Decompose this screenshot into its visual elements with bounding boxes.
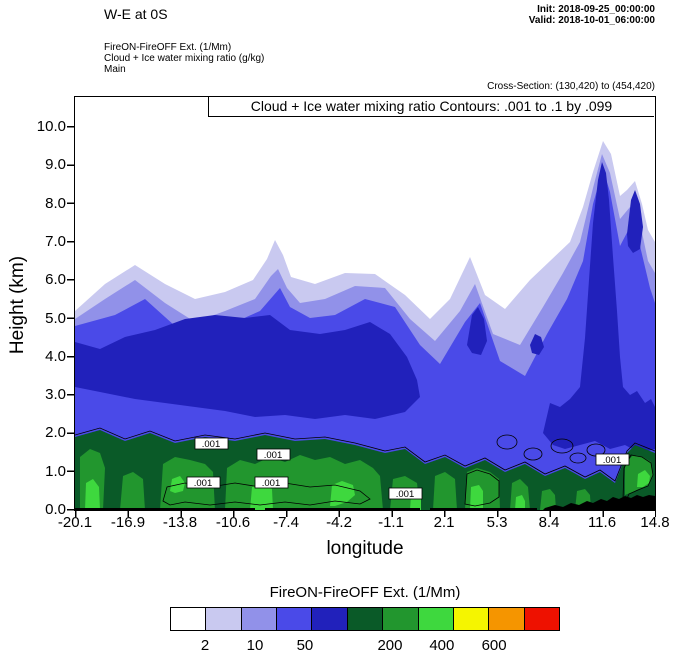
colorbar-cell — [205, 608, 241, 630]
x-axis-title: longitude — [326, 538, 404, 559]
brightgreen-spots — [85, 470, 650, 510]
colorbar-tick-label: 50 — [296, 637, 314, 654]
colorbar-cell — [488, 608, 524, 630]
x-tick-label: -13.8 — [162, 514, 198, 531]
product-line-1: FireON-FireOFF Ext. (1/Mm) — [104, 42, 232, 53]
colorbar-cell — [240, 608, 277, 630]
init-time: Init: 2018-09-25_00:00:00 — [537, 4, 655, 15]
colorbar-cell — [417, 608, 453, 630]
plot-frame: .001 .001 .001 .001 .001 — [74, 96, 656, 511]
contour-labels: .001 .001 .001 .001 .001 — [186, 437, 630, 500]
x-tick-label: 8.4 — [538, 514, 560, 531]
colorbar-tick-label: 400 — [429, 637, 455, 654]
x-tick-label: -1.1 — [378, 514, 404, 531]
contour-label: .001 — [186, 476, 221, 489]
y-tick-label: 10.0 — [36, 118, 66, 135]
svg-text:.001: .001 — [603, 455, 622, 466]
colorbar-cell — [311, 608, 347, 630]
svg-text:.001: .001 — [396, 489, 415, 500]
colorbar-title: FireON-FireOFF Ext. (1/Mm) — [269, 584, 461, 601]
colorbar-cell — [346, 608, 383, 630]
svg-text:.001: .001 — [262, 478, 281, 489]
model-times: Init: 2018-09-25_00:00:00 Valid: 2018-10… — [529, 4, 655, 26]
y-tick-label: 4.0 — [45, 348, 66, 365]
product-line-2: Cloud + Ice water mixing ratio (g/kg) — [104, 53, 265, 64]
product-line-3: Main — [104, 64, 126, 75]
x-tick-label: -10.6 — [215, 514, 251, 531]
colorbar-tick-label: 10 — [246, 637, 264, 654]
colorbar-cell — [523, 608, 559, 630]
y-tick-label: 9.0 — [45, 156, 66, 173]
contour-field: .001 .001 .001 .001 .001 — [75, 141, 655, 510]
colorbar-tick-label: 2 — [200, 637, 210, 654]
valid-time: Valid: 2018-10-01_06:00:00 — [528, 15, 655, 26]
colorbar-tick-label: 200 — [377, 637, 403, 654]
product-info: FireON-FireOFF Ext. (1/Mm) Cloud + Ice w… — [104, 42, 264, 75]
x-tick-label: -7.4 — [273, 514, 299, 531]
y-axis-title: Height (km) — [7, 255, 28, 355]
darkblue-blob-mid — [467, 307, 487, 355]
contour-label: .001 — [256, 448, 291, 461]
cross-section-info: Cross-Section: (130,420) to (454,420) — [487, 81, 655, 92]
x-tick-label: 14.8 — [640, 514, 670, 531]
y-tick-label: 5.0 — [45, 310, 66, 327]
colorbar — [170, 607, 560, 631]
figure-title: W-E at 0S — [104, 6, 168, 22]
y-tick-label: 6.0 — [45, 271, 66, 288]
contour-info-box: Cloud + Ice water mixing ratio Contours:… — [208, 97, 654, 117]
darkblue-core-left — [75, 315, 420, 419]
colorbar-cell — [171, 608, 206, 630]
x-tick-label: -20.1 — [57, 514, 93, 531]
colorbar-tick-label: 600 — [481, 637, 507, 654]
y-tick-label: 1.0 — [45, 463, 66, 480]
contour-label: .001 — [388, 487, 423, 500]
y-tick-label: 2.0 — [45, 424, 66, 441]
colorbar-cell — [276, 608, 312, 630]
svg-text:.001: .001 — [202, 439, 221, 450]
darkblue-patch-right — [627, 190, 643, 253]
x-tick-label: -4.2 — [326, 514, 352, 531]
y-tick-label: 8.0 — [45, 195, 66, 212]
x-tick-label: -16.9 — [110, 514, 146, 531]
y-tick-label: 0.0 — [45, 501, 66, 518]
y-tick-label: 7.0 — [45, 233, 66, 250]
x-tick-label: 5.3 — [486, 514, 508, 531]
y-axis-ticks — [67, 126, 74, 512]
darkblue-blob-mid2 — [530, 334, 544, 355]
colorbar-cell — [452, 608, 489, 630]
darkblue-column-right — [543, 162, 655, 453]
svg-text:.001: .001 — [194, 478, 213, 489]
contour-label: .001 — [254, 476, 289, 489]
x-tick-label: 2.1 — [433, 514, 455, 531]
x-axis-ticks — [74, 511, 656, 517]
x-tick-label: 11.6 — [587, 514, 617, 531]
colorbar-labels: 2 10 50 200 400 600 — [170, 637, 560, 655]
y-tick-label: 3.0 — [45, 386, 66, 403]
colorbar-cell — [382, 608, 418, 630]
contour-label: .001 — [194, 437, 229, 450]
svg-text:.001: .001 — [264, 450, 283, 461]
contour-label: .001 — [595, 453, 630, 466]
